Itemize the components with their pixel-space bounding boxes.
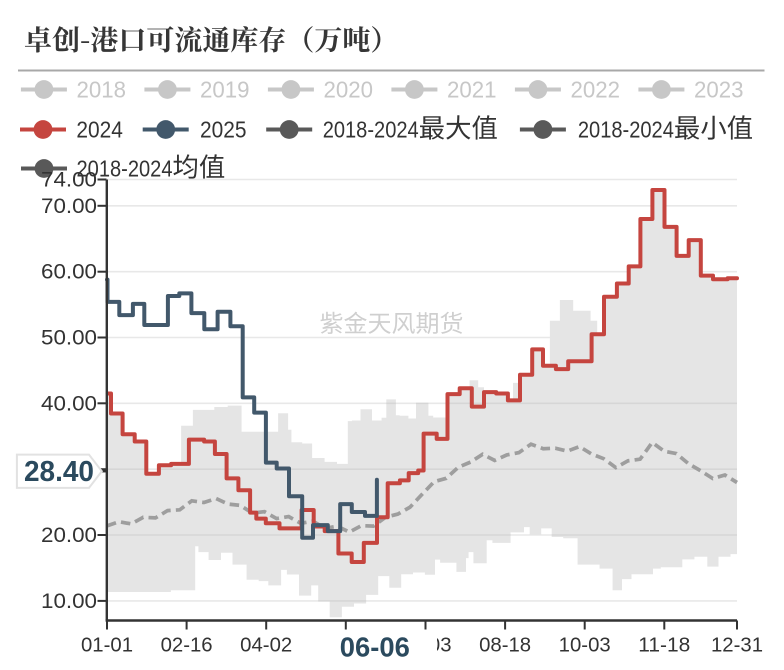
svg-text:74.00: 74.00 (41, 169, 97, 192)
svg-text:28.40: 28.40 (24, 456, 94, 488)
svg-text:2025: 2025 (200, 117, 247, 143)
svg-text:50.00: 50.00 (41, 327, 97, 350)
svg-text:12-31: 12-31 (711, 635, 763, 657)
svg-text:11-18: 11-18 (638, 635, 690, 657)
svg-text:08-18: 08-18 (479, 635, 531, 657)
svg-text:20.00: 20.00 (41, 524, 97, 547)
svg-text:2020: 2020 (324, 77, 374, 103)
svg-text:2018-2024: 2018-2024 (323, 117, 419, 143)
svg-text:02-16: 02-16 (161, 635, 213, 657)
svg-text:10-03: 10-03 (559, 635, 611, 657)
svg-text:2021: 2021 (447, 77, 497, 103)
svg-text:2019: 2019 (200, 77, 250, 103)
svg-text:06-06: 06-06 (340, 631, 410, 662)
svg-text:60.00: 60.00 (41, 261, 97, 284)
svg-text:2024: 2024 (76, 117, 123, 143)
svg-text:70.00: 70.00 (41, 195, 97, 218)
svg-text:2018: 2018 (77, 77, 127, 103)
svg-text:40.00: 40.00 (41, 392, 97, 415)
svg-text:10.00: 10.00 (41, 590, 97, 613)
svg-text:2022: 2022 (571, 77, 621, 103)
svg-text:2023: 2023 (694, 77, 744, 103)
svg-text:01-01: 01-01 (81, 635, 133, 657)
svg-text:2018-2024: 2018-2024 (578, 117, 674, 143)
svg-text:2018-2024: 2018-2024 (77, 156, 173, 182)
svg-text:04-02: 04-02 (240, 635, 292, 657)
